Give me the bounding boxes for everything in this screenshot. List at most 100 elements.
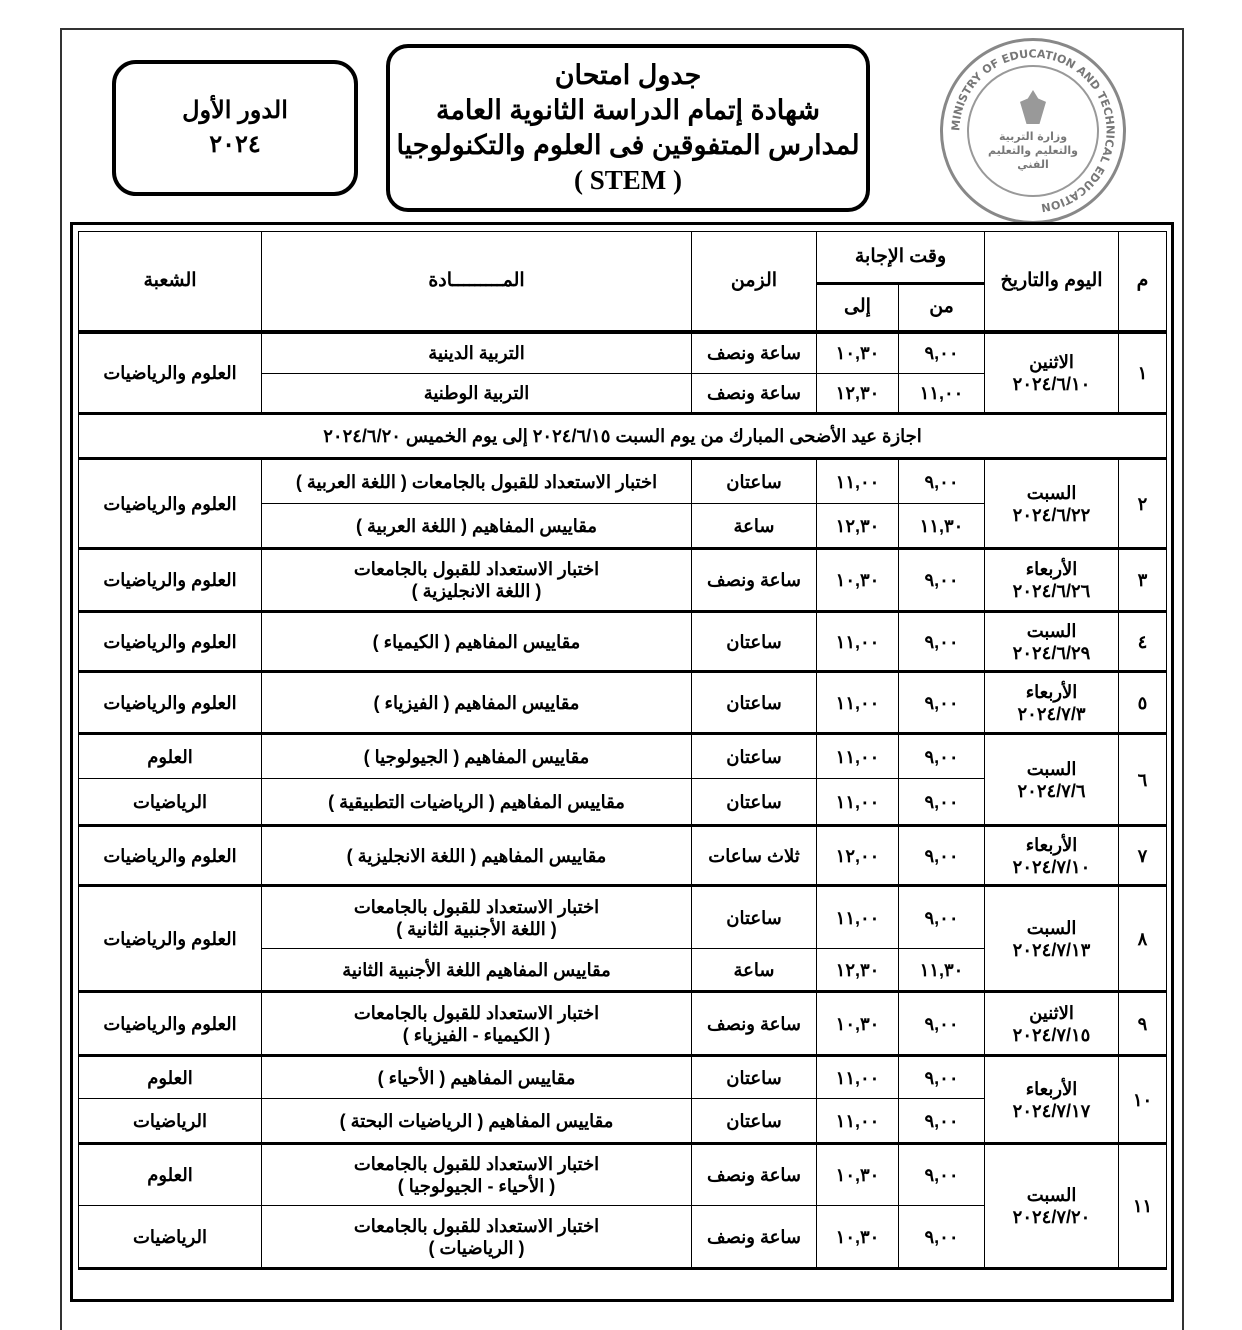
time-to-text: ١١,٠٠ — [835, 692, 880, 713]
table-row: ٩ الاثنين ٢٠٢٤/٧/١٥ ٩,٠٠ ١٠,٣٠ ساعة ونصف اختبا… — [78, 991, 1168, 1057]
time-from: ٩,٠٠ — [898, 778, 986, 827]
row-number: ٩ — [1118, 991, 1168, 1057]
day-name: السبت — [1026, 620, 1077, 641]
time-from: ١١,٣٠ — [898, 503, 986, 550]
duration: ساعتان — [691, 611, 817, 673]
subject-name: مقاييس المفاهيم ( الرياضيات التطبيقية ) — [328, 791, 625, 812]
table-row: ٣ الأربعاء ٢٠٢٤/٦/٢٦ ٩,٠٠ ١٠,٣٠ ساعة ونصف اختب… — [78, 548, 1168, 613]
duration-text: ساعة ونصف — [707, 570, 801, 590]
duration-text: ساعتان — [726, 692, 782, 713]
duration: ثلاث ساعات — [691, 825, 817, 887]
time-from: ٩,٠٠ — [898, 671, 986, 735]
row-number: ١٠ — [1118, 1055, 1168, 1145]
division-text: العلوم والرياضيات — [103, 493, 237, 514]
subject-cell: مقاييس المفاهيم ( الفيزياء ) — [261, 671, 692, 735]
day-name: الأربعاء — [1025, 834, 1078, 855]
duration-text: ساعة ونصف — [707, 1165, 801, 1185]
row-number-text: ٣ — [1137, 570, 1148, 590]
title-line-1: جدول امتحان — [554, 60, 702, 90]
time-from-text: ١١,٠٠ — [919, 383, 964, 403]
time-to: ١٢,٣٠ — [815, 373, 900, 415]
duration-text: ساعة — [733, 515, 775, 536]
duration: ساعتان — [691, 733, 817, 779]
exam-date: ٢٠٢٤/٦/٢٩ — [1012, 642, 1091, 663]
exam-date: ٢٠٢٤/٧/١٣ — [1012, 939, 1091, 960]
row-number-text: ١١ — [1132, 1196, 1153, 1216]
subject-name: التربية الوطنية — [423, 383, 530, 403]
time-from-text: ١١,٣٠ — [919, 515, 964, 536]
time-to: ١١,٠٠ — [815, 1055, 900, 1099]
exam-date: ٢٠٢٤/٧/٢٠ — [1012, 1207, 1091, 1227]
division: العلوم — [78, 1055, 262, 1099]
subject-detail: ( اللغة الانجليزية ) — [411, 581, 542, 601]
time-to: ١٠,٣٠ — [815, 1205, 900, 1270]
duration: ساعة ونصف — [691, 1143, 817, 1206]
time-to-text: ١١,٠٠ — [835, 907, 880, 928]
day-date-cell: السبت ٢٠٢٤/٧/١٣ — [984, 885, 1120, 993]
subject-name: اختبار الاستعداد للقبول بالجامعات — [353, 1154, 600, 1174]
subject-name: اختبار الاستعداد للقبول بالجامعات — [353, 896, 600, 917]
duration-text: ساعة ونصف — [707, 383, 801, 403]
table-row: ٧ الأربعاء ٢٠٢٤/٧/١٠ ٩,٠٠ ١٢,٠٠ ثلاث ساعات مقا… — [78, 825, 1168, 887]
day-date-cell: الاثنين ٢٠٢٤/٧/١٥ — [984, 991, 1120, 1057]
subject-cell: مقاييس المفاهيم ( الأحياء ) — [261, 1055, 692, 1099]
duration: ساعتان — [691, 671, 817, 735]
division-text: العلوم — [147, 746, 193, 767]
time-to: ١١,٠٠ — [815, 885, 900, 949]
subject-cell: مقاييس المفاهيم ( الرياضيات البحتة ) — [261, 1098, 692, 1145]
duration-text: ساعة ونصف — [707, 1013, 801, 1034]
time-from: ٩,٠٠ — [898, 1055, 986, 1099]
time-to: ١٢,٠٠ — [815, 825, 900, 887]
time-to: ١١,٠٠ — [815, 778, 900, 827]
duration-text: ساعتان — [726, 631, 782, 652]
day-name: السبت — [1026, 758, 1077, 779]
duration-text: ساعتان — [726, 907, 782, 928]
subject-name: مقاييس المفاهيم ( الرياضيات البحتة ) — [339, 1110, 614, 1131]
duration: ساعة ونصف — [691, 991, 817, 1057]
table-row: ٩,٠٠ ١١,٠٠ ساعتان مقاييس المفاهيم ( الرياضي… — [78, 1098, 1167, 1145]
title-line-3: لمدارس المتفوقين فى العلوم والتكنولوجيا — [396, 130, 860, 160]
subject-detail: ( الكيمياء - الفيزياء ) — [402, 1024, 551, 1045]
division-text: العلوم — [147, 1165, 193, 1185]
time-from: ٩,٠٠ — [898, 548, 986, 613]
subject-name: مقاييس المفاهيم ( الفيزياء ) — [373, 692, 580, 713]
subject-name: مقاييس المفاهيم ( الجيولوجيا ) — [363, 746, 590, 767]
time-to-text: ١٠,٣٠ — [835, 1165, 880, 1185]
time-from: ٩,٠٠ — [898, 1143, 986, 1206]
schedule-table-wrapper: م اليوم والتاريخ وقت الإجابة الزمن المــ… — [70, 222, 1174, 1302]
table-row: ٦ السبت ٢٠٢٤/٧/٦ ٩,٠٠ ١١,٠٠ ساعتان مقاييس المف… — [78, 733, 1168, 827]
division-text: الرياضيات — [132, 1226, 208, 1247]
holiday-note-text: اجازة عيد الأضحى المبارك من يوم السبت ٢٠… — [323, 426, 922, 446]
day-name: السبت — [1026, 917, 1077, 938]
division-text: العلوم والرياضيات — [103, 692, 237, 713]
time-from: ٩,٠٠ — [898, 825, 986, 887]
division-text: العلوم — [147, 1067, 193, 1088]
exam-date: ٢٠٢٤/٦/٢٢ — [1012, 504, 1091, 525]
time-from: ٩,٠٠ — [898, 885, 986, 949]
duration-text: ساعتان — [726, 791, 782, 812]
header-division: الشعبة — [78, 231, 262, 334]
time-to-text: ١١,٠٠ — [835, 1067, 880, 1088]
time-from: ١١,٣٠ — [898, 948, 986, 993]
time-to: ١٢,٣٠ — [815, 503, 900, 550]
row-number-text: ٨ — [1137, 928, 1148, 949]
row-number: ٦ — [1118, 733, 1168, 827]
day-date-cell: السبت ٢٠٢٤/٧/٢٠ — [984, 1143, 1120, 1270]
time-from: ٩,٠٠ — [898, 611, 986, 673]
duration: ساعتان — [691, 778, 817, 827]
holiday-row: اجازة عيد الأضحى المبارك من يوم السبت ٢٠… — [77, 412, 1168, 460]
subject-name: مقاييس المفاهيم ( اللغة العربية ) — [356, 515, 597, 536]
time-to-text: ١١,٠٠ — [835, 746, 880, 767]
time-to: ١٢,٣٠ — [815, 948, 900, 993]
time-to: ١١,٠٠ — [815, 611, 900, 673]
subject-cell: مقاييس المفاهيم ( الرياضيات التطبيقية ) — [261, 778, 692, 827]
row-number-text: ١ — [1137, 362, 1148, 383]
day-date-cell: الأربعاء ٢٠٢٤/٦/٢٦ — [984, 548, 1120, 613]
subject-cell: اختبار الاستعداد للقبول بالجامعات ( اللغ… — [261, 458, 692, 504]
header-duration: الزمن — [691, 231, 817, 334]
table-row: ٨ السبت ٢٠٢٤/٧/١٣ ٩,٠٠ ١١,٠٠ ساعتان اختبار الا… — [78, 885, 1168, 993]
subject-name: التربية الدينية — [428, 343, 525, 364]
duration-text: ساعة ونصف — [707, 1226, 801, 1247]
time-to: ١١,٠٠ — [815, 458, 900, 504]
table-row: ١١,٣٠ ١٢,٣٠ ساعة مقاييس المفاهيم ( اللغة ال… — [79, 503, 1167, 550]
